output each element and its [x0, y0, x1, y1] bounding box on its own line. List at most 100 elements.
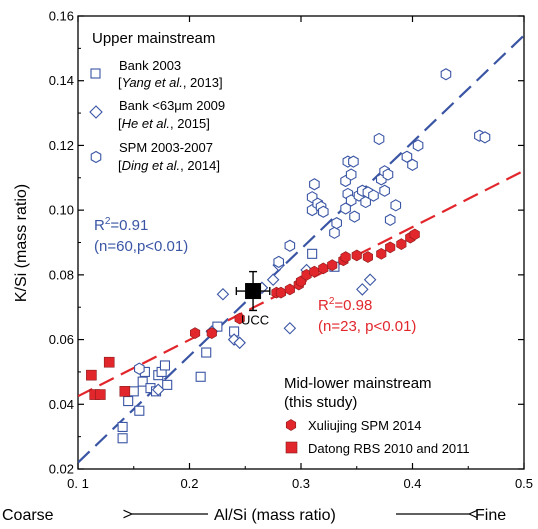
data-point-hexagon-filled [385, 241, 396, 254]
y-tick-label: 0.14 [49, 73, 74, 88]
blue-fit-annotation: R2=0.91 (n=60,p<0.01) [94, 216, 188, 255]
data-point-diamond-open [233, 336, 246, 350]
data-point-hexagon-open [379, 184, 390, 197]
ucc-marker [235, 270, 271, 312]
y-axis: 0.02 0.04 0.06 0.08 0.10 0.12 0.14 0.16 [49, 9, 524, 477]
blue-fit-r2: R2=0.91 [94, 216, 148, 234]
data-point-hexagon-filled [340, 251, 351, 263]
data-point-hexagon-open [479, 131, 491, 144]
legend-upper-entry-1-line1: Bank 2003 [119, 58, 181, 73]
data-points [86, 68, 491, 444]
legend-upper-entry-2-line2: [He et al., 2015] [118, 116, 210, 131]
red-fit-stats: (n=23, p<0.01) [318, 318, 416, 335]
blue-fit-stats: (n=60,p<0.01) [94, 238, 188, 255]
x-axis-label: Al/Si (mass ratio) [214, 507, 336, 524]
legend-upper-entry-2: Bank <63μm 2009 [He et al., 2015] [89, 98, 225, 131]
data-point-hexagon-filled [318, 262, 329, 275]
data-point-hexagon-open [348, 155, 359, 168]
x-tick-label: 0. 1 [67, 476, 89, 491]
data-point-hexagon-open [368, 189, 379, 202]
data-point-hexagon-filled [309, 265, 320, 278]
legend-upper-entry-2-line1: Bank <63μm 2009 [119, 98, 225, 113]
data-point-square-filled [103, 356, 115, 368]
data-point-hexagon-filled [275, 286, 286, 299]
y-tick-label: 0.04 [49, 397, 74, 412]
data-point-square-open [201, 347, 212, 358]
legend-lower-entry-1: Xuliujing SPM 2014 [285, 418, 421, 433]
data-point-diamond-open [283, 321, 297, 335]
legend-square-filled-marker [285, 441, 298, 454]
data-point-square-filled [86, 369, 97, 381]
data-point-square-filled [95, 389, 106, 400]
legend-upper-entry-1-line2: [Yang et al., 2013] [118, 75, 223, 90]
legend-lower-subheader: (this study) [284, 394, 357, 411]
data-point-hexagon-filled [351, 249, 362, 262]
data-point-diamond-open [356, 283, 369, 296]
y-tick-label: 0.08 [49, 267, 74, 282]
y-axis-label: K/Si (mass ratio) [13, 184, 30, 302]
legend-lower-entry-2-label: Datong RBS 2010 and 2011 [308, 441, 470, 456]
legend-upper-header: Upper mainstream [92, 30, 215, 47]
data-point-hexagon-open [349, 210, 360, 223]
data-point-diamond-open [363, 273, 377, 286]
data-point-hexagon-filled [206, 327, 217, 339]
legend-lower-header: Mid-lower mainstream [284, 375, 432, 392]
data-point-square-open [117, 433, 128, 444]
data-point-hexagon-open [329, 226, 340, 239]
x-tick-label: 0.5 [515, 476, 533, 491]
x-tick-label: 0.2 [180, 476, 198, 491]
data-point-diamond-open [216, 287, 230, 301]
legend-lower-entry-1-label: Xuliujing SPM 2014 [308, 418, 421, 433]
x-axis-label-coarse: Coarse [2, 507, 54, 524]
data-point-square-open [195, 371, 206, 382]
legend-hexagon-filled-marker [285, 419, 297, 431]
data-point-square-open [123, 395, 134, 407]
data-point-hexagon-filled [327, 259, 338, 271]
data-point-square-open [128, 386, 139, 397]
data-point-hexagon-filled [376, 247, 387, 260]
data-point-hexagon-open [317, 205, 329, 218]
data-point-diamond-open [266, 273, 280, 286]
data-point-square-open [159, 360, 171, 371]
ucc-square [245, 283, 262, 300]
data-point-square-open [307, 248, 318, 259]
data-point-hexagon-open [382, 168, 394, 181]
legend-hexagon-open-marker [90, 150, 102, 164]
legend-upper-entry-3-line2: [Ding et al., 2014] [118, 158, 220, 173]
data-point-hexagon-open [384, 213, 396, 226]
data-point-hexagon-open [373, 132, 385, 146]
data-point-hexagon-open [401, 150, 413, 163]
legend-upper-entry-3-line1: SPM 2003-2007 [119, 140, 213, 155]
legend-diamond-open-marker [89, 105, 103, 119]
data-point-square-filled [119, 386, 131, 397]
y-tick-label: 0.06 [49, 332, 74, 347]
data-point-hexagon-filled [190, 327, 201, 339]
y-tick-label: 0.12 [49, 138, 74, 153]
data-point-hexagon-filled [409, 228, 420, 241]
data-point-square-open [117, 421, 128, 432]
data-point-hexagon-filled [362, 251, 373, 263]
y-tick-label: 0.10 [49, 203, 74, 218]
legend-upper-entry-3: SPM 2003-2007 [Ding et al., 2014] [90, 140, 220, 173]
y-tick-label: 0.16 [49, 9, 74, 24]
x-tick-label: 0.3 [292, 476, 310, 491]
data-point-square-open [137, 376, 148, 387]
data-point-hexagon-open [345, 168, 357, 181]
data-point-hexagon-open [273, 255, 285, 269]
data-point-hexagon-open [134, 362, 145, 375]
data-point-hexagon-open [331, 216, 342, 230]
legend-lower-entry-2: Datong RBS 2010 and 2011 [285, 441, 470, 456]
y-tick-label: 0.02 [49, 462, 74, 477]
ucc-label: UCC [241, 312, 269, 327]
legend-upper-entry-1: Bank 2003 [Yang et al., 2013] [90, 58, 223, 90]
data-point-hexagon-filled [396, 238, 407, 250]
data-point-hexagon-open [284, 239, 296, 252]
red-fit-annotation: R2=0.98 (n=23, p<0.01) [318, 296, 416, 335]
red-fit-r2: R2=0.98 [318, 296, 372, 314]
x-axis: 0. 1 0.2 0.3 0.4 0.5 [67, 16, 533, 491]
data-point-hexagon-filled [284, 283, 295, 296]
legend-square-open-marker [90, 68, 101, 79]
data-point-hexagon-open [407, 158, 418, 171]
data-point-hexagon-open [412, 139, 424, 152]
